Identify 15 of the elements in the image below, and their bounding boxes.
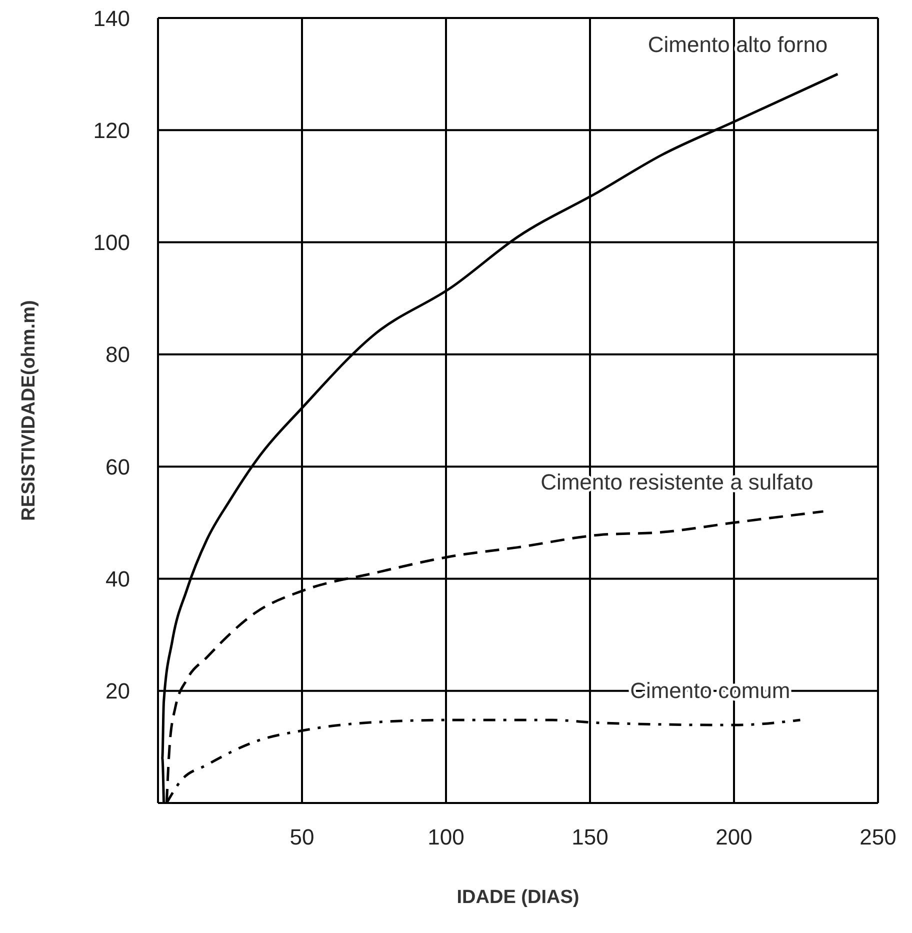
y-tick-label: 60 <box>106 454 130 480</box>
x-tick-label: 100 <box>428 824 464 850</box>
y-tick-label: 20 <box>106 678 130 704</box>
y-tick-label: 140 <box>93 6 130 31</box>
y-tick-label: 80 <box>106 342 130 368</box>
y-tick-label: 120 <box>93 118 130 143</box>
y-axis-title: RESISTIVIDADE(ohm.m) <box>18 300 40 521</box>
x-tick-label: 50 <box>290 824 314 850</box>
y-tick-label: 40 <box>106 566 130 592</box>
y-tick-label: 100 <box>93 230 130 256</box>
x-tick-label: 250 <box>860 824 896 850</box>
x-tick-label: 150 <box>572 824 608 850</box>
series-label: Cimento alto forno <box>648 32 828 58</box>
x-axis-title: IDADE (DIAS) <box>456 887 580 908</box>
x-tick-label: 200 <box>716 824 752 850</box>
